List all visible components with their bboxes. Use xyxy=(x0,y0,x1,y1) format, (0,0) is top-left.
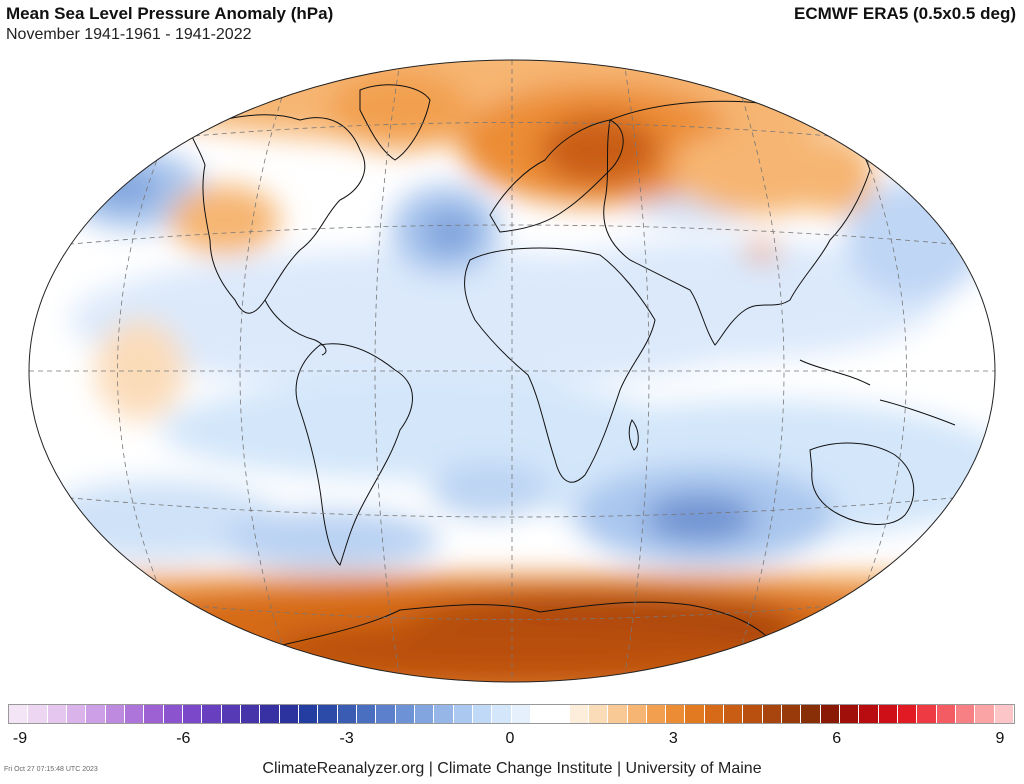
colorbar-tick-label: -6 xyxy=(176,730,191,747)
colorbar-cell xyxy=(337,705,357,723)
colorbar-cell xyxy=(820,705,841,723)
colorbar-tick-label: -9 xyxy=(12,730,28,747)
colorbar-cell xyxy=(801,705,821,723)
colorbar-cell xyxy=(202,705,222,723)
colorbar-cell xyxy=(163,705,183,723)
colorbar-cell xyxy=(453,705,473,723)
colorbar-cell xyxy=(472,705,493,723)
colorbar-cell xyxy=(298,705,319,723)
colorbar-cell xyxy=(318,705,338,723)
colorbar-cell xyxy=(182,705,203,723)
colorbar-cell xyxy=(743,705,763,723)
colorbar-cell xyxy=(144,705,164,723)
colorbar-cell xyxy=(530,705,551,723)
colorbar-cell xyxy=(279,705,299,723)
colorbar-cell xyxy=(898,705,918,723)
colorbar-cell xyxy=(762,705,783,723)
colorbar-cell xyxy=(975,705,995,723)
timestamp: Fri Oct 27 07:15:48 UTC 2023 xyxy=(4,766,98,773)
colorbar-cell xyxy=(47,705,67,723)
footer-credit: ClimateReanalyzer.org | Climate Change I… xyxy=(262,760,762,777)
colorbar-cell xyxy=(936,705,957,723)
colorbar-cell xyxy=(646,705,667,723)
colorbar-cell xyxy=(608,705,628,723)
colorbar-cell xyxy=(376,705,396,723)
colorbar-cell xyxy=(782,705,802,723)
colorbar-cell xyxy=(878,705,899,723)
anomaly-field xyxy=(29,60,995,682)
colorbar-cell xyxy=(221,705,241,723)
colorbar-cell xyxy=(28,705,48,723)
colorbar-cell xyxy=(956,705,976,723)
colorbar-cell xyxy=(550,705,570,723)
colorbar-cell xyxy=(260,705,280,723)
colorbar-cell xyxy=(685,705,705,723)
colorbar-tick-label: 0 xyxy=(505,730,515,747)
map-subtitle: November 1941-1961 - 1941-2022 xyxy=(6,26,252,43)
colorbar-cell xyxy=(569,705,589,723)
colorbar-tick-label: 3 xyxy=(668,730,678,747)
coastlines xyxy=(189,84,956,656)
colorbar-cell xyxy=(86,705,106,723)
colorbar-cell xyxy=(666,705,686,723)
colorbar-cell xyxy=(704,705,725,723)
data-source: ECMWF ERA5 (0.5x0.5 deg) xyxy=(794,4,1016,23)
colorbar-cell xyxy=(840,705,860,723)
colorbar-cell xyxy=(511,705,531,723)
colorbar-cell xyxy=(917,705,937,723)
colorbar-cell xyxy=(492,705,512,723)
colorbar-cell xyxy=(395,705,415,723)
graticule xyxy=(29,60,995,682)
colorbar-cell xyxy=(105,705,125,723)
world-map xyxy=(28,59,996,683)
colorbar-cell xyxy=(434,705,454,723)
colorbar-cell xyxy=(724,705,744,723)
colorbar-cell xyxy=(627,705,647,723)
colorbar-tick-label: -3 xyxy=(339,730,354,747)
map-title: Mean Sea Level Pressure Anomaly (hPa) xyxy=(6,4,334,23)
colorbar-cell xyxy=(859,705,879,723)
colorbar-cell xyxy=(240,705,261,723)
colorbar-cell xyxy=(356,705,377,723)
colorbar-cell xyxy=(588,705,609,723)
colorbar-tick-label: 9 xyxy=(995,730,1005,747)
colorbar-ticks: -9 -6 -3 0 3 6 9 xyxy=(0,730,1024,750)
colorbar-cell xyxy=(994,705,1015,723)
colorbar-cell xyxy=(66,705,87,723)
colorbar-cell xyxy=(414,705,435,723)
colorbar-tick-label: 6 xyxy=(832,730,842,747)
colorbar-cell xyxy=(124,705,145,723)
colorbar-cell xyxy=(9,705,29,723)
colorbar xyxy=(8,704,1015,724)
